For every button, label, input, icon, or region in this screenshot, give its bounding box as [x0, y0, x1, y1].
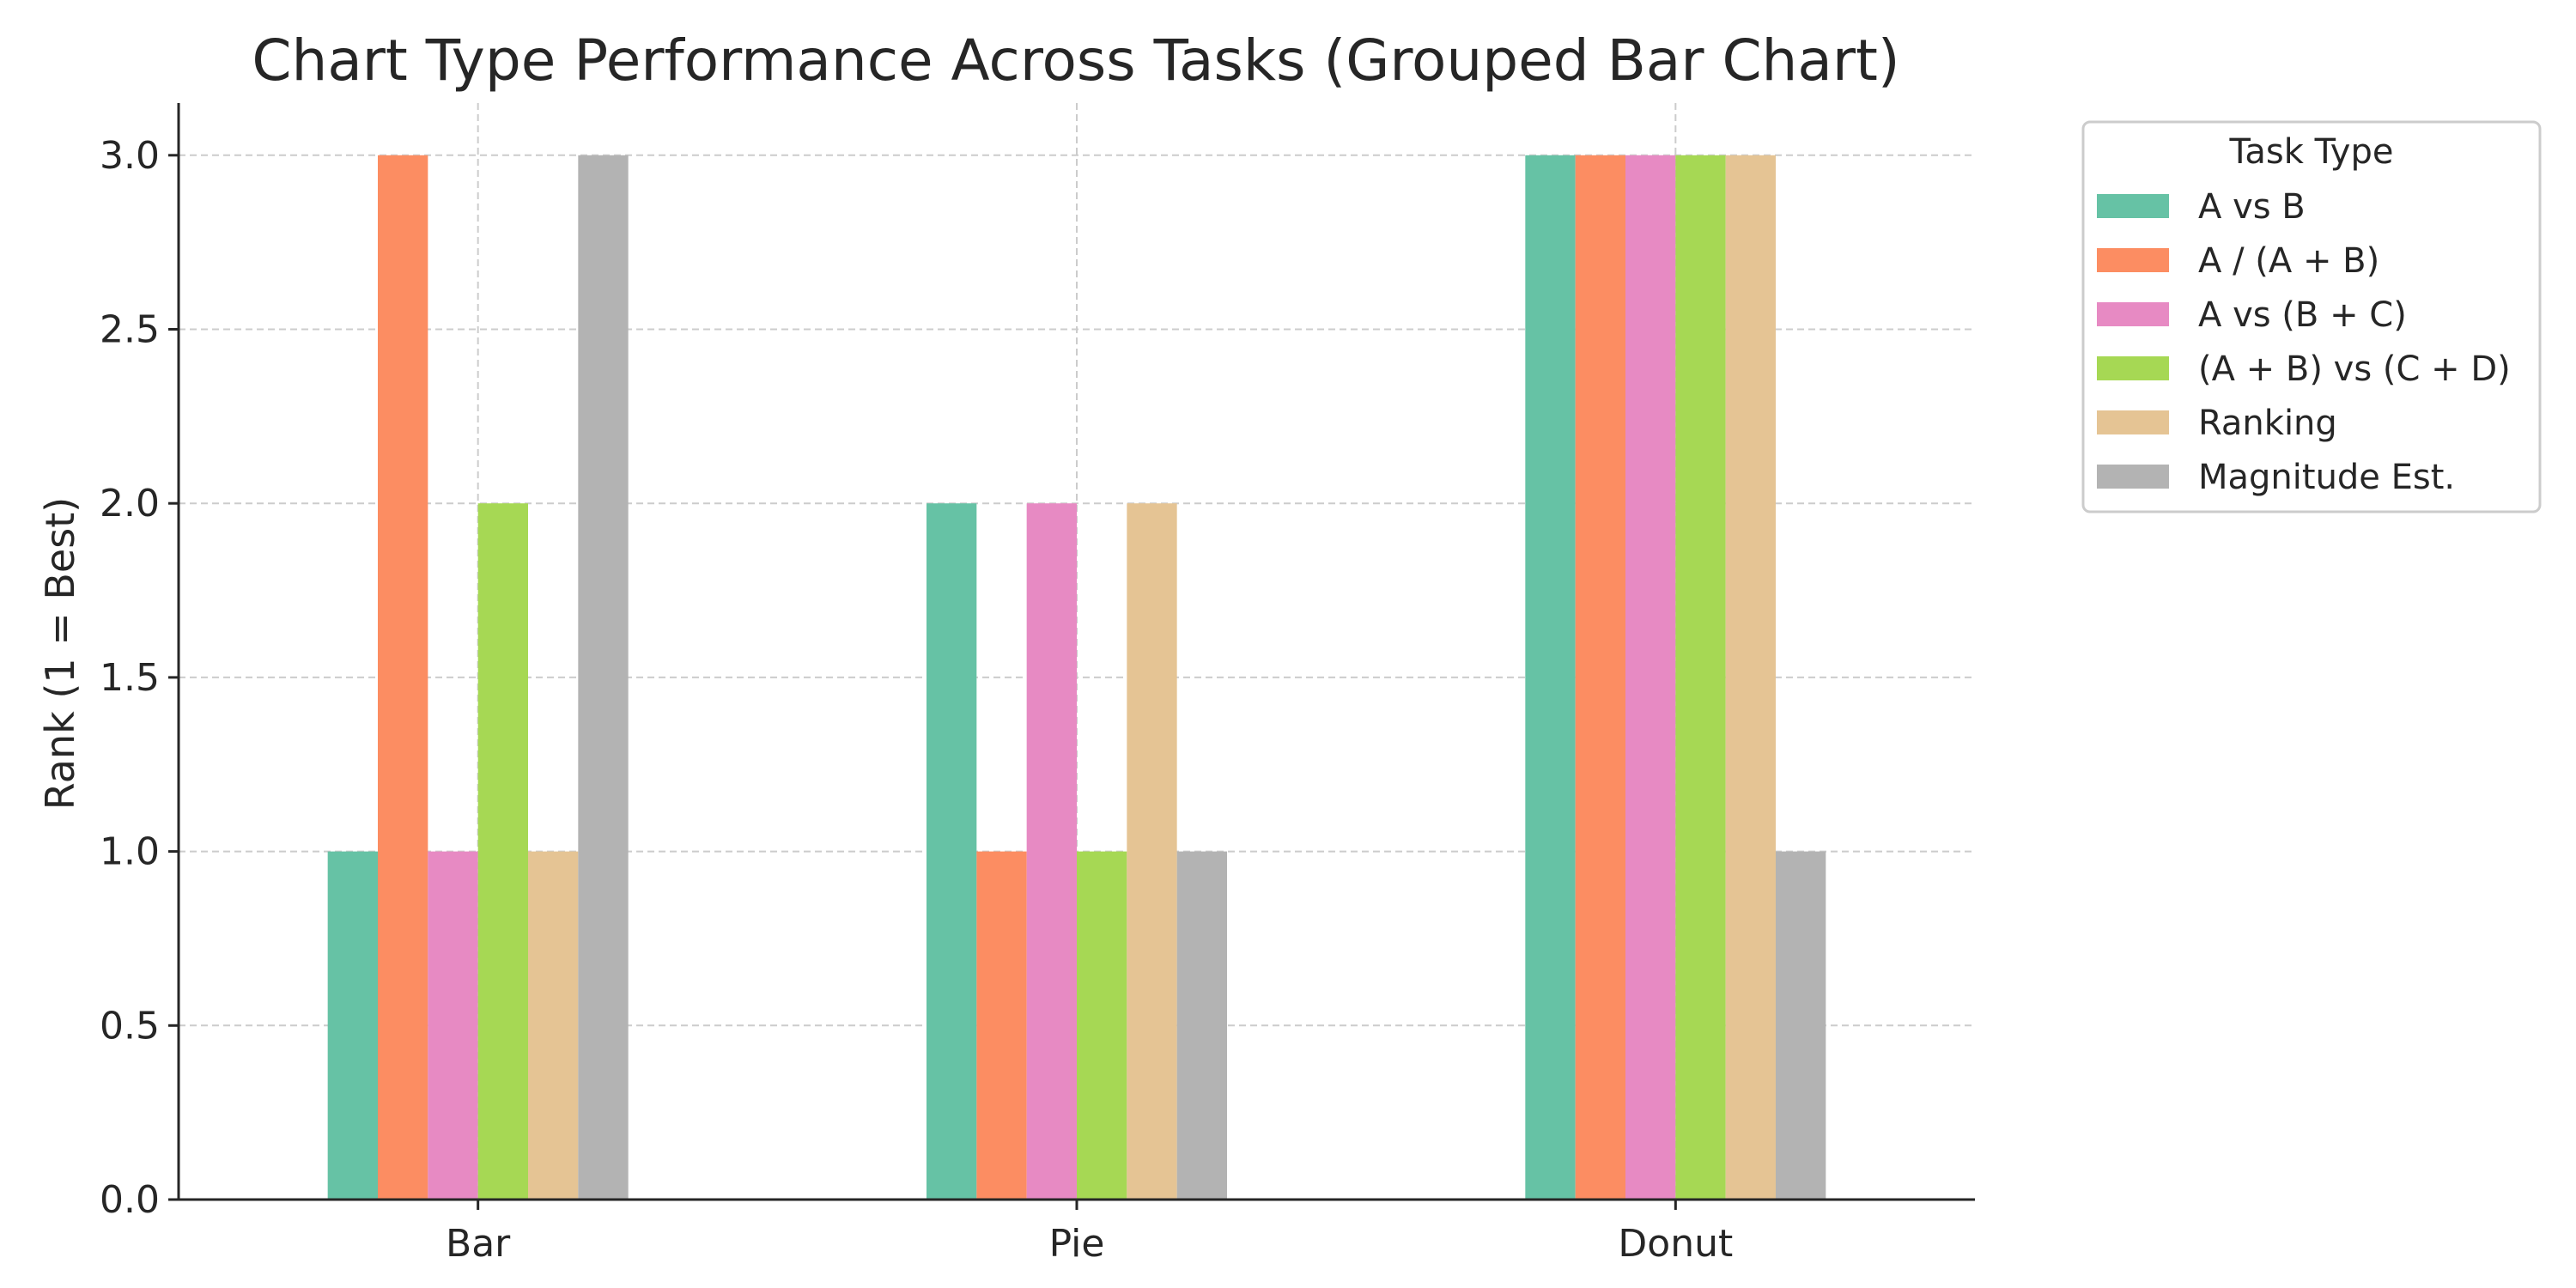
- bar: [1725, 155, 1776, 1200]
- bars: [327, 155, 1826, 1200]
- bar: [1675, 155, 1726, 1200]
- bar: [428, 851, 478, 1200]
- bar: [578, 155, 629, 1200]
- axes: 0.0 0.5 1.0 1.5 2.0 2.5 3.0 Bar Pie Donut: [100, 103, 1975, 1266]
- y-tick-label: 3.0: [100, 134, 160, 178]
- legend-swatch: [2097, 410, 2169, 434]
- bar: [378, 155, 428, 1200]
- legend-label: A vs B: [2198, 187, 2306, 227]
- y-tick-label: 1.5: [100, 656, 160, 700]
- legend-items: A vs B A / (A + B) A vs (B + C) (A + B) vs …: [2097, 187, 2511, 497]
- legend-label: (A + B) vs (C + D): [2198, 349, 2511, 389]
- legend-swatch: [2097, 356, 2169, 380]
- legend-swatch: [2097, 194, 2169, 218]
- bar: [1127, 503, 1177, 1200]
- chart-title: Chart Type Performance Across Tasks (Gro…: [252, 27, 1899, 94]
- x-tick-label: Pie: [1049, 1222, 1105, 1266]
- bar: [327, 851, 378, 1200]
- legend: Task Type A vs B A / (A + B) A vs (B + C) (…: [2081, 120, 2542, 513]
- legend-label: A / (A + B): [2198, 241, 2379, 281]
- bar: [1575, 155, 1625, 1200]
- bar: [477, 503, 528, 1200]
- y-tick-label: 0.5: [100, 1004, 160, 1048]
- legend-title: Task Type: [2229, 132, 2394, 172]
- legend-label: Magnitude Est.: [2198, 458, 2455, 497]
- bar: [927, 503, 977, 1200]
- bar: [528, 851, 579, 1200]
- y-tick-label: 2.5: [100, 308, 160, 352]
- legend-label: A vs (B + C): [2198, 295, 2407, 335]
- bar: [976, 851, 1027, 1200]
- y-axis-label: Rank (1 = Best): [37, 497, 83, 810]
- legend-swatch: [2097, 465, 2169, 489]
- bar: [1776, 851, 1826, 1200]
- legend-swatch: [2097, 248, 2169, 272]
- y-tick-label: 0.0: [100, 1178, 160, 1222]
- legend-label: Ranking: [2198, 404, 2337, 443]
- y-tick-label: 1.0: [100, 830, 160, 874]
- bar: [1625, 155, 1676, 1200]
- x-tick-label: Bar: [446, 1222, 511, 1266]
- bar: [1026, 503, 1077, 1200]
- y-tick-label: 2.0: [100, 482, 160, 526]
- legend-frame: [2081, 120, 2542, 513]
- x-tick-label: Donut: [1618, 1222, 1733, 1266]
- bar: [1077, 851, 1127, 1200]
- bar: [1525, 155, 1576, 1200]
- bar: [1176, 851, 1227, 1200]
- legend-swatch: [2097, 302, 2169, 326]
